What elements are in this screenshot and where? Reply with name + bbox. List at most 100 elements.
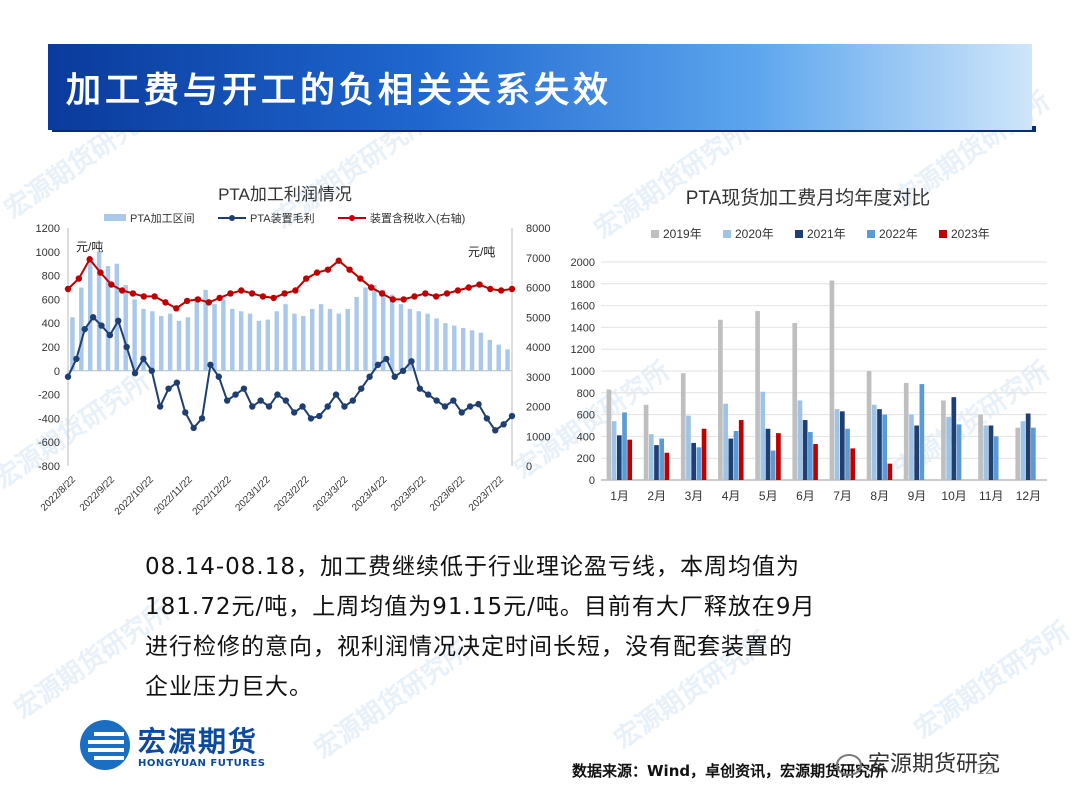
x-tick-0: 1月 xyxy=(610,489,629,503)
right-y-tick-4: 4000 xyxy=(526,342,550,354)
income-point xyxy=(118,287,126,294)
x-tick-10: 2023/6/22 xyxy=(428,474,468,514)
gross-margin-point xyxy=(64,373,72,380)
bar-processing-range xyxy=(159,316,164,371)
bar-processing-range xyxy=(274,311,279,371)
y-tick-0: 2000 xyxy=(571,257,595,269)
bar-processing-range xyxy=(505,349,510,371)
page-title: 加工费与开工的负相关关系失效 xyxy=(66,71,613,111)
bar-processing-range xyxy=(469,330,475,371)
gross-margin-point xyxy=(316,412,323,420)
bar-processing-range xyxy=(141,308,146,371)
gross-margin-point xyxy=(131,369,139,377)
x-tick-8: 9月 xyxy=(908,489,927,503)
bar-processing-range xyxy=(212,304,217,371)
bar-2021年 xyxy=(728,438,734,480)
income-point xyxy=(303,275,310,282)
x-tick-6: 2023/2/22 xyxy=(272,474,312,514)
y-tick-9: 200 xyxy=(577,453,595,465)
bar-processing-range xyxy=(460,327,466,371)
bar-processing-range xyxy=(247,313,253,371)
legend-swatch-3 xyxy=(867,230,875,238)
bar-processing-range xyxy=(132,299,137,371)
wechat-icon xyxy=(836,754,862,776)
gross-margin-point xyxy=(89,314,97,321)
bar-2019年 xyxy=(718,319,723,480)
gross-margin-point xyxy=(458,409,465,416)
bar-2019年 xyxy=(680,373,686,480)
gross-margin-point xyxy=(81,325,88,333)
income-point xyxy=(183,297,191,305)
bar-2020年 xyxy=(611,421,617,480)
bar-processing-range xyxy=(443,323,448,371)
bar-2022年 xyxy=(659,438,665,480)
x-tick-11: 12月 xyxy=(1016,489,1041,503)
gross-margin-point xyxy=(190,424,197,432)
pta-monthly-fee-chart: PTA现货加工费月均年度对比 2019年 2020年 2021年 2022年 2023年… xyxy=(571,187,1047,503)
gross-margin-point xyxy=(299,403,306,410)
gross-margin-point xyxy=(408,358,415,365)
logo-mark xyxy=(80,720,130,770)
bar-2019年 xyxy=(941,400,946,480)
income-point xyxy=(454,287,462,294)
bar-2022年 xyxy=(1031,427,1036,480)
legend-label-1: 2020年 xyxy=(735,227,774,241)
wechat-account: 宏源期货研究 xyxy=(836,746,1000,778)
bar-2020年 xyxy=(909,414,914,480)
bar-2022年 xyxy=(919,384,925,480)
bar-2020年 xyxy=(946,416,951,480)
company-logo: 宏源期货 HONGYUAN FUTURES xyxy=(80,718,280,776)
page-number: 12 xyxy=(976,762,994,778)
bar-processing-range xyxy=(185,317,191,371)
bar-2020年 xyxy=(983,425,989,480)
bar-2023年 xyxy=(887,463,893,480)
bar-processing-range xyxy=(123,285,128,371)
income-point xyxy=(324,266,332,273)
gross-margin-point xyxy=(508,412,516,420)
bar-2023年 xyxy=(627,439,633,480)
bar-processing-range xyxy=(96,251,102,371)
bar-processing-range xyxy=(203,289,208,371)
gross-margin-point xyxy=(349,397,357,404)
income-point xyxy=(129,290,137,297)
income-point xyxy=(227,290,234,297)
logo-subtitle: HONGYUAN FUTURES xyxy=(138,758,266,769)
x-tick-6: 7月 xyxy=(833,489,852,503)
left-y-tick-2: 800 xyxy=(42,271,60,283)
x-tick-4: 5月 xyxy=(759,489,778,503)
x-tick-1: 2022/9/22 xyxy=(78,474,118,514)
income-point xyxy=(476,281,483,288)
gross-margin-point xyxy=(156,403,164,410)
bar-2019年 xyxy=(1015,427,1021,480)
income-point xyxy=(443,290,451,297)
y-tick-4: 1200 xyxy=(571,344,595,356)
bar-2023年 xyxy=(701,428,707,480)
income-point xyxy=(270,294,277,302)
legend-swatch-0 xyxy=(651,230,659,238)
bar-processing-range xyxy=(150,311,155,371)
legend-label-income: 装置含税收入(右轴) xyxy=(370,211,465,225)
bar-2021年 xyxy=(988,425,994,480)
bar-processing-range xyxy=(70,317,75,371)
right-y-tick-6: 2000 xyxy=(526,402,550,414)
wechat-name: 宏源期货研究 xyxy=(868,752,1001,777)
bar-2019年 xyxy=(903,382,909,480)
bar-2022年 xyxy=(733,430,739,480)
bar-processing-range xyxy=(283,304,288,371)
income-point xyxy=(86,256,93,263)
left-y-tick-3: 600 xyxy=(42,294,60,306)
bar-2022年 xyxy=(993,436,999,480)
bar-2019年 xyxy=(829,280,835,480)
bar-2022年 xyxy=(845,428,850,480)
gross-margin-point xyxy=(483,415,491,422)
gross-margin-point xyxy=(433,397,440,404)
bar-2019年 xyxy=(866,371,872,480)
header-banner xyxy=(48,44,1032,130)
right-y-tick-1: 7000 xyxy=(526,253,550,265)
bar-processing-range xyxy=(79,287,84,371)
legend-label-margin: PTA装置毛利 xyxy=(250,212,315,225)
right-y-tick-2: 6000 xyxy=(526,283,550,295)
income-point xyxy=(173,305,180,312)
x-tick-0: 2022/8/22 xyxy=(39,474,79,514)
bar-2022年 xyxy=(770,450,776,480)
